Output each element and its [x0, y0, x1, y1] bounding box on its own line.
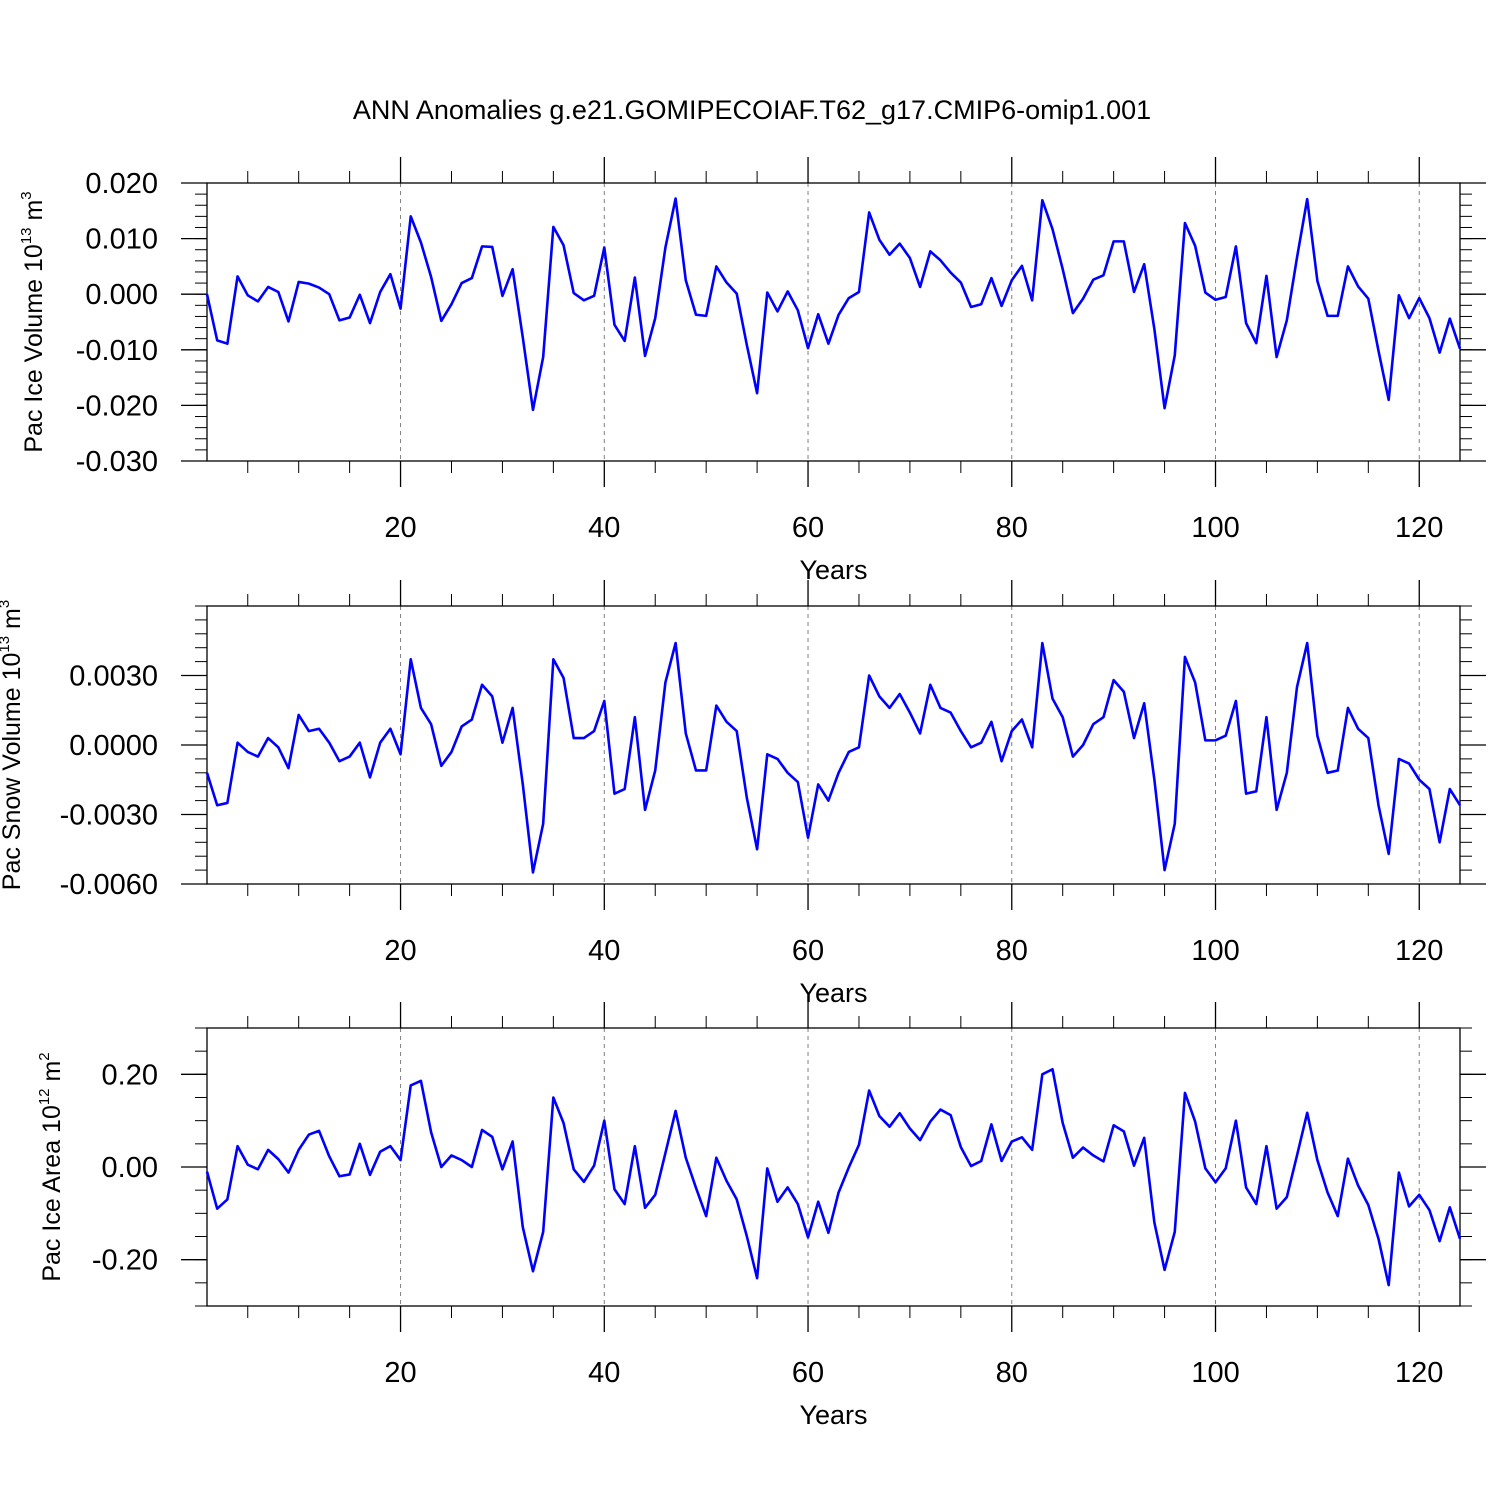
y-tick-label: -0.020 — [76, 390, 158, 422]
y-tick-label: -0.0060 — [60, 869, 158, 901]
x-tick-label: 20 — [384, 935, 416, 967]
y-axis-label: Pac Ice Volume 1013 m3 — [18, 191, 48, 452]
y-axis-label-unit: m — [38, 1061, 66, 1089]
series-line — [205, 197, 1462, 412]
figure-title: ANN Anomalies g.e21.GOMIPECOIAF.T62_g17.… — [353, 95, 1151, 125]
y-tick-label: 0.020 — [85, 168, 158, 200]
x-tick-label: 40 — [588, 1357, 620, 1389]
y-axis-label-exponent: 13 — [18, 227, 35, 244]
x-tick-label: 120 — [1395, 1357, 1443, 1389]
panel-3: -0.20 0.00 0.20 20 40 60 80 100 120 Years Pac Ice … — [36, 1002, 1486, 1430]
y-axis-label: Pac Snow Volume 1013 m3 — [0, 600, 26, 890]
panel-2: -0.0060 -0.0030 0.0000 0.0030 20 40 60 80 100 120… — [0, 580, 1486, 1008]
y-tick-label: 0.0000 — [69, 730, 158, 762]
y-axis-label-unit-exponent: 2 — [36, 1052, 53, 1060]
x-tick-label: 100 — [1191, 512, 1239, 544]
x-tick-label: 80 — [996, 935, 1028, 967]
series-line — [205, 641, 1462, 874]
y-tick-label: 0.000 — [85, 279, 158, 311]
plot-frame — [206, 1027, 1461, 1307]
panels: -0.030 -0.020 -0.010 0.000 0.010 0.020 20 40 60 8… — [0, 157, 1486, 1430]
panel-1: -0.030 -0.020 -0.010 0.000 0.010 0.020 20 40 60 8… — [18, 157, 1486, 585]
x-tick-label: 40 — [588, 935, 620, 967]
y-tick-label: -0.010 — [76, 335, 158, 367]
x-axis-label: Years — [799, 1400, 867, 1430]
y-tick-label: -0.0030 — [60, 800, 158, 832]
x-tick-label: 100 — [1191, 1357, 1239, 1389]
plot-frame — [206, 605, 1461, 885]
y-tick-label: -0.030 — [76, 446, 158, 478]
y-axis-label-unit-exponent: 3 — [18, 191, 35, 199]
y-axis-label-prefix: Pac Ice Volume 10 — [20, 244, 48, 452]
y-axis-label-prefix: Pac Ice Area 10 — [38, 1105, 66, 1282]
x-axis-label: Years — [799, 555, 867, 585]
y-axis-label-exponent: 13 — [0, 636, 13, 653]
y-tick-label: 0.010 — [85, 224, 158, 256]
x-tick-label: 40 — [588, 512, 620, 544]
y-tick-label: 0.0030 — [69, 661, 158, 693]
y-axis-label-unit: m — [0, 608, 26, 636]
x-axis-label: Years — [799, 978, 867, 1008]
y-axis-label: Pac Ice Area 1012 m2 — [36, 1052, 66, 1281]
y-axis-label-unit-exponent: 3 — [0, 600, 13, 608]
x-tick-label: 120 — [1395, 935, 1443, 967]
y-axis-label-unit: m — [20, 200, 48, 228]
x-tick-label: 120 — [1395, 512, 1443, 544]
x-tick-label: 20 — [384, 512, 416, 544]
x-tick-label: 80 — [996, 512, 1028, 544]
x-tick-label: 60 — [792, 935, 824, 967]
x-tick-label: 60 — [792, 1357, 824, 1389]
plot-frame — [206, 182, 1461, 462]
y-axis-label-exponent: 12 — [36, 1088, 53, 1105]
x-tick-label: 20 — [384, 1357, 416, 1389]
x-tick-label: 60 — [792, 512, 824, 544]
x-tick-label: 80 — [996, 1357, 1028, 1389]
y-tick-label: 0.00 — [102, 1152, 158, 1184]
y-tick-label: 0.20 — [102, 1059, 158, 1091]
x-tick-label: 100 — [1191, 935, 1239, 967]
series-line — [205, 1067, 1462, 1287]
y-axis-label-prefix: Pac Snow Volume 10 — [0, 653, 26, 891]
y-tick-label: -0.20 — [92, 1245, 158, 1277]
